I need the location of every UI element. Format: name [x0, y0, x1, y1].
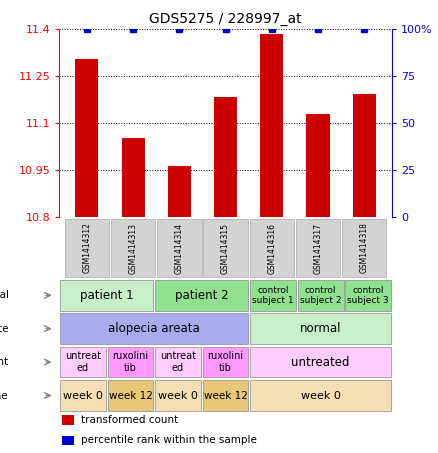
FancyBboxPatch shape: [203, 380, 248, 411]
Bar: [214, 97, 237, 217]
FancyBboxPatch shape: [60, 280, 153, 311]
Text: GSM1414316: GSM1414316: [267, 222, 276, 274]
FancyBboxPatch shape: [155, 347, 201, 377]
Bar: [121, 138, 145, 217]
FancyBboxPatch shape: [157, 219, 201, 277]
Bar: [75, 59, 99, 217]
FancyBboxPatch shape: [155, 380, 201, 411]
Text: GSM1414317: GSM1414317: [314, 222, 322, 274]
Text: untreat
ed: untreat ed: [160, 352, 196, 373]
FancyBboxPatch shape: [203, 219, 248, 277]
FancyBboxPatch shape: [60, 380, 106, 411]
Text: untreated: untreated: [291, 356, 350, 369]
FancyBboxPatch shape: [203, 347, 248, 377]
FancyBboxPatch shape: [250, 280, 296, 311]
Bar: [307, 114, 329, 217]
Text: ruxolini
tib: ruxolini tib: [208, 352, 244, 373]
FancyBboxPatch shape: [111, 219, 155, 277]
Text: transformed count: transformed count: [81, 414, 178, 424]
FancyBboxPatch shape: [298, 280, 343, 311]
FancyBboxPatch shape: [60, 347, 106, 377]
Bar: [63, 436, 74, 445]
Bar: [260, 34, 283, 217]
Bar: [168, 166, 191, 217]
Bar: [353, 94, 376, 217]
FancyBboxPatch shape: [250, 313, 391, 344]
Text: untreat
ed: untreat ed: [65, 352, 101, 373]
Text: normal: normal: [300, 322, 342, 335]
FancyBboxPatch shape: [250, 347, 391, 377]
Bar: [63, 415, 74, 425]
Text: week 12: week 12: [109, 390, 152, 400]
FancyBboxPatch shape: [65, 219, 109, 277]
Text: GSM1414314: GSM1414314: [175, 222, 184, 274]
FancyBboxPatch shape: [346, 280, 391, 311]
Text: alopecia areata: alopecia areata: [108, 322, 200, 335]
Text: control
subject 1: control subject 1: [252, 285, 294, 305]
Text: GSM1414313: GSM1414313: [129, 222, 138, 274]
FancyBboxPatch shape: [155, 280, 248, 311]
Text: week 0: week 0: [301, 390, 341, 400]
FancyBboxPatch shape: [108, 380, 153, 411]
Text: time: time: [0, 390, 9, 400]
Text: GSM1414312: GSM1414312: [82, 222, 92, 274]
Text: GSM1414315: GSM1414315: [221, 222, 230, 274]
Text: agent: agent: [0, 357, 9, 367]
Text: week 0: week 0: [63, 390, 103, 400]
FancyBboxPatch shape: [296, 219, 340, 277]
FancyBboxPatch shape: [342, 219, 386, 277]
Text: control
subject 3: control subject 3: [347, 285, 389, 305]
Text: GSM1414318: GSM1414318: [360, 222, 369, 274]
Text: ruxolini
tib: ruxolini tib: [113, 352, 148, 373]
Text: week 12: week 12: [204, 390, 247, 400]
FancyBboxPatch shape: [250, 380, 391, 411]
Text: week 0: week 0: [158, 390, 198, 400]
Title: GDS5275 / 228997_at: GDS5275 / 228997_at: [149, 12, 302, 26]
Text: disease state: disease state: [0, 324, 9, 334]
Text: patient 2: patient 2: [175, 289, 229, 302]
Text: percentile rank within the sample: percentile rank within the sample: [81, 435, 257, 445]
Text: control
subject 2: control subject 2: [300, 285, 342, 305]
Text: individual: individual: [0, 290, 9, 300]
FancyBboxPatch shape: [250, 219, 294, 277]
Text: patient 1: patient 1: [80, 289, 134, 302]
FancyBboxPatch shape: [60, 313, 248, 344]
FancyBboxPatch shape: [108, 347, 153, 377]
